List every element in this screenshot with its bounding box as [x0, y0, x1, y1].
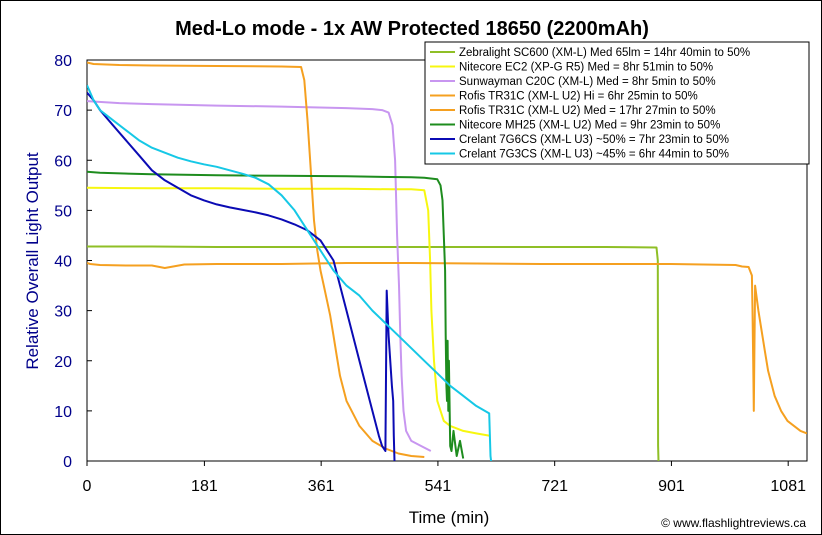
y-axis: 0 10 20 30 40 50 60 70 80: [54, 53, 92, 471]
x-tick-label: 541: [425, 478, 452, 495]
x-tick-label: 181: [191, 478, 218, 495]
legend-entry: Zebralight SC600 (XM-L) Med 65lm = 14hr …: [459, 47, 750, 59]
legend: Zebralight SC600 (XM-L) Med 65lm = 14hr …: [424, 41, 810, 165]
y-tick-label: 40: [54, 254, 72, 271]
y-tick-label: 80: [54, 53, 72, 70]
y-tick-label: 0: [63, 454, 72, 471]
series-line-4: [87, 61, 425, 458]
x-tick-label: 361: [308, 478, 335, 495]
series-line-3: [87, 100, 432, 452]
y-axis-label: Relative Overall Light Output: [23, 152, 42, 370]
legend-entry: Sunwayman C20C (XM-L) Med = 8hr 5min to …: [459, 76, 716, 88]
x-tick-label: 1081: [770, 478, 806, 495]
x-tick-label: 0: [83, 478, 92, 495]
series-line-1: [87, 245, 660, 461]
x-tick-label: 901: [658, 478, 685, 495]
series-line-5: [87, 262, 807, 435]
series-lines: [87, 61, 807, 461]
legend-entry: Rofis TR31C (XM-L U2) Med = 17hr 27min t…: [459, 105, 716, 117]
series-line-2: [87, 186, 491, 437]
legend-entry: Nitecore MH25 (XM-L U2) Med = 9hr 23min …: [459, 120, 720, 132]
legend-entry: Crelant 7G6CS (XM-L U3) ~50% = 7hr 23min…: [459, 134, 729, 146]
credit-text: © www.flashlightreviews.ca: [661, 516, 806, 530]
chart-title: Med-Lo mode - 1x AW Protected 18650 (220…: [175, 18, 649, 40]
legend-entry: Nitecore EC2 (XP-G R5) Med = 8hr 51min t…: [459, 62, 713, 74]
legend-box: [424, 41, 810, 165]
y-tick-label: 20: [54, 354, 72, 371]
y-tick-label: 60: [54, 153, 72, 170]
series-line-7: [87, 91, 396, 461]
series-line-6: [87, 170, 465, 459]
x-tick-label: 721: [541, 478, 568, 495]
legend-entry: Crelant 7G3CS (XM-L U3) ~45% = 6hr 44min…: [459, 149, 729, 161]
y-tick-label: 10: [54, 404, 72, 421]
legend-entry: Rofis TR31C (XM-L U2) Hi = 6hr 25min to …: [459, 91, 698, 103]
x-axis: 0 181 361 541 721 901 1081: [83, 461, 806, 495]
y-tick-label: 70: [54, 103, 72, 120]
y-tick-label: 30: [54, 304, 72, 321]
y-tick-label: 50: [54, 203, 72, 220]
x-axis-label: Time (min): [409, 508, 490, 527]
series-line-8: [87, 84, 493, 461]
